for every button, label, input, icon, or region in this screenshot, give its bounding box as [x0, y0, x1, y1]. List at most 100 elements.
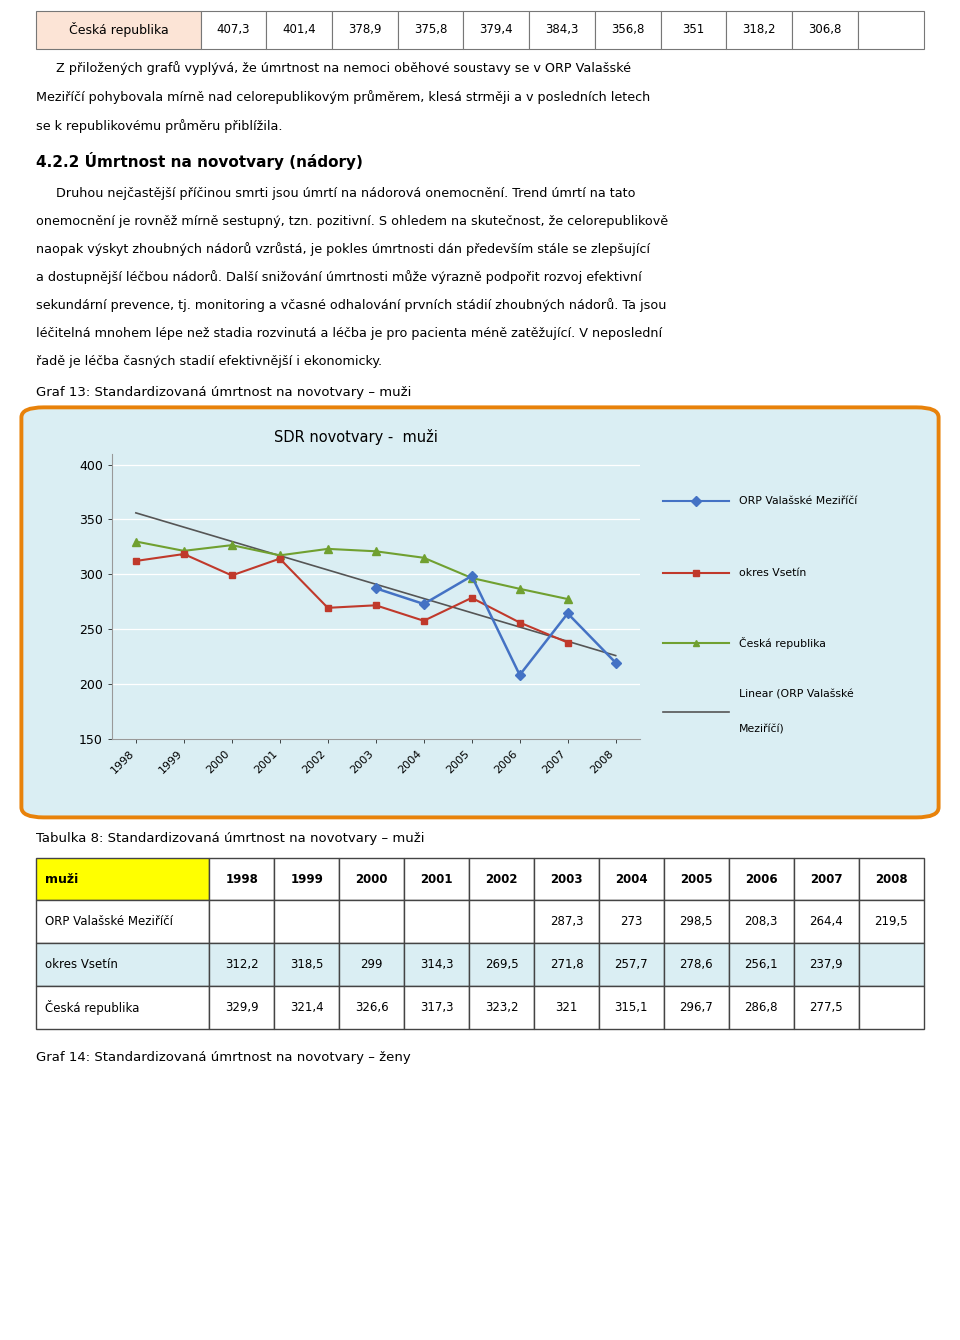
Text: 264,4: 264,4: [809, 915, 843, 929]
Text: 312,2: 312,2: [225, 958, 259, 971]
Text: SDR novotvary -  muži: SDR novotvary - muži: [274, 429, 438, 445]
Text: 296,7: 296,7: [680, 1001, 713, 1014]
Bar: [599, 943, 664, 986]
Text: se k republikovému průměru přiblížila.: se k republikovému průměru přiblížila.: [36, 119, 283, 133]
Bar: [794, 858, 858, 900]
Bar: [339, 900, 404, 943]
Text: 256,1: 256,1: [744, 958, 778, 971]
Text: sekundární prevence, tj. monitoring a včasné odhalování prvních stádií zhoubných: sekundární prevence, tj. monitoring a vč…: [36, 299, 667, 312]
Text: 2004: 2004: [615, 872, 648, 886]
Bar: [595, 11, 660, 50]
Bar: [858, 943, 924, 986]
Text: 323,2: 323,2: [485, 1001, 518, 1014]
Text: 277,5: 277,5: [809, 1001, 843, 1014]
Text: Česká republika: Česká republika: [739, 636, 826, 649]
Text: 2007: 2007: [810, 872, 842, 886]
Text: 2008: 2008: [875, 872, 907, 886]
Text: 379,4: 379,4: [479, 23, 514, 36]
Bar: [858, 11, 924, 50]
Bar: [339, 943, 404, 986]
Bar: [729, 943, 794, 986]
Bar: [858, 858, 924, 900]
Text: 318,2: 318,2: [742, 23, 776, 36]
Bar: [469, 900, 534, 943]
Bar: [529, 11, 595, 50]
Bar: [599, 858, 664, 900]
Bar: [275, 943, 339, 986]
Text: 2005: 2005: [680, 872, 712, 886]
Text: 299: 299: [361, 958, 383, 971]
Text: 298,5: 298,5: [680, 915, 713, 929]
Text: 317,3: 317,3: [420, 1001, 453, 1014]
Text: 318,5: 318,5: [290, 958, 324, 971]
Bar: [794, 900, 858, 943]
Text: a dostupnější léčbou nádorů. Další snižování úmrtnosti může výrazně podpořit roz: a dostupnější léčbou nádorů. Další snižo…: [36, 271, 642, 284]
Bar: [332, 11, 397, 50]
Text: Česká republika: Česká republika: [45, 1000, 140, 1016]
Bar: [792, 11, 858, 50]
Text: 4.2.2 Úmrtnost na novotvary (nádory): 4.2.2 Úmrtnost na novotvary (nádory): [36, 151, 363, 170]
Bar: [339, 986, 404, 1029]
Text: okres Vsetín: okres Vsetín: [45, 958, 118, 971]
Text: 2003: 2003: [550, 872, 583, 886]
Bar: [534, 986, 599, 1029]
Bar: [664, 986, 729, 1029]
Text: ORP Valašské Meziříčí: ORP Valašské Meziříčí: [45, 915, 174, 929]
Text: 2001: 2001: [420, 872, 453, 886]
Text: Meziříčí pohybovala mírně nad celorepublikovým průměrem, klesá strměji a v posle: Meziříčí pohybovala mírně nad celorepubl…: [36, 90, 651, 105]
Text: 286,8: 286,8: [745, 1001, 778, 1014]
Bar: [469, 858, 534, 900]
Text: okres Vsetín: okres Vsetín: [739, 568, 806, 578]
Text: 278,6: 278,6: [680, 958, 713, 971]
Text: 2000: 2000: [355, 872, 388, 886]
Text: 401,4: 401,4: [282, 23, 316, 36]
Text: léčitelná mnohem lépe než stadia rozvinutá a léčba je pro pacienta méně zatěžují: léčitelná mnohem lépe než stadia rozvinu…: [36, 327, 662, 340]
FancyBboxPatch shape: [21, 407, 939, 817]
Text: 273: 273: [620, 915, 642, 929]
Text: 375,8: 375,8: [414, 23, 447, 36]
Bar: [599, 900, 664, 943]
Bar: [36, 11, 201, 50]
Bar: [209, 986, 275, 1029]
Bar: [794, 943, 858, 986]
Bar: [469, 986, 534, 1029]
Text: 351: 351: [683, 23, 705, 36]
Text: Česká republika: Česká republika: [69, 23, 168, 38]
Bar: [729, 858, 794, 900]
Bar: [469, 943, 534, 986]
Text: 257,7: 257,7: [614, 958, 648, 971]
Text: 271,8: 271,8: [550, 958, 584, 971]
Bar: [201, 11, 266, 50]
Bar: [404, 986, 469, 1029]
Text: 321: 321: [555, 1001, 578, 1014]
Bar: [534, 943, 599, 986]
Bar: [664, 943, 729, 986]
Bar: [534, 858, 599, 900]
Text: 314,3: 314,3: [420, 958, 453, 971]
Bar: [727, 11, 792, 50]
Text: ORP Valašské Meziříčí: ORP Valašské Meziříčí: [739, 496, 857, 505]
Bar: [36, 900, 209, 943]
Text: muži: muži: [45, 872, 79, 886]
Text: 287,3: 287,3: [550, 915, 584, 929]
Text: Graf 13: Standardizovaná úmrtnost na novotvary – muži: Graf 13: Standardizovaná úmrtnost na nov…: [36, 386, 412, 399]
Text: 306,8: 306,8: [808, 23, 842, 36]
Text: 326,6: 326,6: [355, 1001, 389, 1014]
Bar: [464, 11, 529, 50]
Text: 329,9: 329,9: [225, 1001, 259, 1014]
Bar: [266, 11, 332, 50]
Text: 208,3: 208,3: [745, 915, 778, 929]
Text: onemocnění je rovněž mírně sestupný, tzn. pozitivní. S ohledem na skutečnost, že: onemocnění je rovněž mírně sestupný, tzn…: [36, 214, 668, 228]
Bar: [209, 900, 275, 943]
Bar: [275, 900, 339, 943]
Bar: [858, 986, 924, 1029]
Text: 237,9: 237,9: [809, 958, 843, 971]
Bar: [404, 943, 469, 986]
Text: 321,4: 321,4: [290, 1001, 324, 1014]
Text: 378,9: 378,9: [348, 23, 382, 36]
Bar: [729, 900, 794, 943]
Text: Tabulka 8: Standardizovaná úmrtnost na novotvary – muži: Tabulka 8: Standardizovaná úmrtnost na n…: [36, 832, 425, 846]
Bar: [664, 900, 729, 943]
Bar: [534, 900, 599, 943]
Bar: [36, 858, 209, 900]
